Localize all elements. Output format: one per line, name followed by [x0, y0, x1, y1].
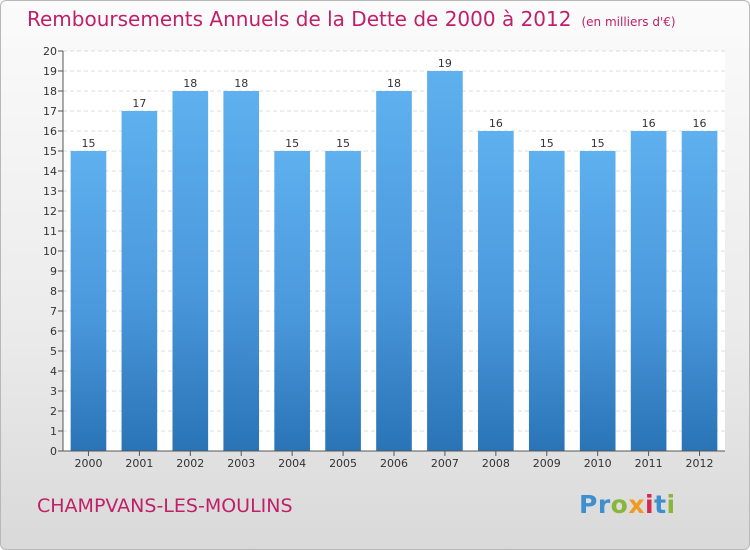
value-label-2011: 16: [642, 117, 656, 130]
y-tick-label: 12: [43, 205, 57, 218]
x-tick-label-2009: 2009: [533, 457, 561, 470]
x-tick-label-2002: 2002: [176, 457, 204, 470]
value-label-2009: 15: [540, 137, 554, 150]
axes: [58, 50, 725, 456]
y-tick-label: 17: [43, 105, 57, 118]
chart-title-text: Remboursements Annuels de la Dette de 20…: [27, 7, 572, 31]
chart-unit: (en milliers d'€): [581, 15, 676, 29]
bar-2004: [274, 151, 310, 451]
y-tick-label: 7: [50, 305, 57, 318]
y-tick-label: 4: [50, 365, 57, 378]
proxiti-logo: Proxiti: [579, 490, 676, 519]
labels: 0123456789101112131415161718192015200017…: [43, 45, 714, 470]
bar-2009: [528, 151, 565, 451]
y-tick-label: 10: [43, 245, 57, 258]
bar-2000: [70, 151, 107, 451]
x-tick-label-2007: 2007: [431, 457, 459, 470]
y-tick-label: 11: [43, 225, 57, 238]
y-tick-label: 3: [50, 385, 57, 398]
value-label-2006: 18: [387, 77, 401, 90]
bar-2012: [681, 131, 718, 451]
y-tick-label: 9: [50, 265, 57, 278]
y-tick-label: 19: [43, 65, 57, 78]
y-tick-label: 14: [43, 165, 57, 178]
value-label-2003: 18: [234, 77, 248, 90]
y-tick-label: 0: [50, 445, 57, 458]
bar-2001: [121, 111, 158, 451]
x-tick-label-2004: 2004: [278, 457, 306, 470]
y-tick-label: 6: [50, 325, 57, 338]
commune-name: CHAMPVANS-LES-MOULINS: [37, 495, 293, 517]
x-tick-label-2008: 2008: [482, 457, 510, 470]
y-tick-label: 20: [43, 45, 57, 58]
value-label-2000: 15: [81, 137, 95, 150]
value-label-2004: 15: [285, 137, 299, 150]
y-tick-label: 16: [43, 125, 57, 138]
bar-2005: [325, 151, 361, 451]
bar-2008: [478, 131, 514, 451]
y-tick-label: 2: [50, 405, 57, 418]
bar-2006: [376, 91, 412, 451]
bar-2010: [579, 151, 616, 451]
bar-2002: [172, 91, 209, 451]
x-tick-label-2000: 2000: [74, 457, 102, 470]
value-label-2012: 16: [693, 117, 707, 130]
x-tick-label-2012: 2012: [686, 457, 714, 470]
value-label-2007: 19: [438, 57, 452, 70]
value-label-2001: 17: [132, 97, 146, 110]
x-tick-label-2010: 2010: [584, 457, 612, 470]
y-tick-label: 5: [50, 345, 57, 358]
chart-title: Remboursements Annuels de la Dette de 20…: [27, 7, 676, 31]
bar-2007: [427, 71, 463, 451]
y-tick-label: 18: [43, 85, 57, 98]
bar-2011: [630, 131, 667, 451]
x-tick-label-2011: 2011: [635, 457, 663, 470]
x-tick-label-2003: 2003: [227, 457, 255, 470]
value-label-2005: 15: [336, 137, 350, 150]
value-label-2010: 15: [591, 137, 605, 150]
value-label-2002: 18: [183, 77, 197, 90]
y-tick-label: 1: [50, 425, 57, 438]
bars: [70, 71, 718, 451]
y-tick-label: 13: [43, 185, 57, 198]
bar-2003: [223, 91, 260, 451]
y-tick-label: 15: [43, 145, 57, 158]
x-tick-label-2005: 2005: [329, 457, 357, 470]
value-label-2008: 16: [489, 117, 503, 130]
y-tick-label: 8: [50, 285, 57, 298]
x-tick-label-2001: 2001: [125, 457, 153, 470]
x-tick-label-2006: 2006: [380, 457, 408, 470]
